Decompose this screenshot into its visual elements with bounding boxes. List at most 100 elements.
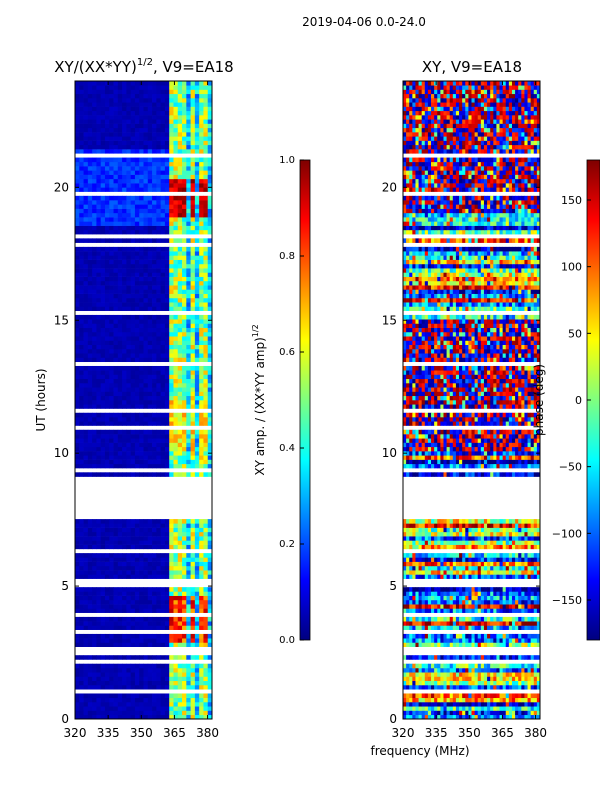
amplitude-cell <box>130 527 136 533</box>
phase-cell <box>533 706 538 711</box>
phase-cell <box>530 706 535 711</box>
amplitude-cell <box>134 412 140 418</box>
amplitude-cell <box>182 259 187 265</box>
amplitude-cell <box>156 536 162 541</box>
amplitude-cell <box>190 149 196 154</box>
amplitude-cell <box>92 429 97 435</box>
amplitude-cell <box>147 404 153 409</box>
amplitude-cell <box>190 701 196 707</box>
amplitude-cell <box>87 157 93 163</box>
amplitude-cell <box>182 693 187 699</box>
amplitude-cell <box>75 200 80 205</box>
amplitude-cell <box>126 285 132 290</box>
amplitude-cell <box>194 710 200 716</box>
amplitude-cell <box>194 302 200 307</box>
amplitude-cell <box>199 187 204 192</box>
amplitude-cell <box>143 463 149 469</box>
amplitude-cell <box>134 595 140 601</box>
amplitude-cell <box>79 655 84 660</box>
amplitude-cell <box>177 710 183 716</box>
amplitude-cell <box>83 123 89 129</box>
phase-cell <box>437 621 441 626</box>
amplitude-cell <box>147 642 153 647</box>
phase-cell <box>490 714 494 720</box>
amplitude-cell <box>164 544 170 550</box>
phase-cell <box>449 706 454 711</box>
amplitude-cell <box>147 519 153 524</box>
amplitude-cell <box>122 272 127 277</box>
phase-cell <box>490 599 494 605</box>
amplitude-cell <box>79 391 84 397</box>
amplitude-cell <box>87 127 93 133</box>
phase-cell <box>474 706 479 711</box>
amplitude-cell <box>92 340 97 345</box>
amplitude-cell <box>126 85 132 90</box>
amplitude-cell <box>92 684 97 690</box>
amplitude-cell <box>203 149 209 154</box>
amplitude-cell <box>152 340 157 345</box>
amplitude-cell <box>113 221 119 226</box>
phase-cell <box>511 710 516 716</box>
amplitude-cell <box>186 348 191 354</box>
amplitude-cell <box>104 221 110 226</box>
amplitude-cell <box>96 314 102 320</box>
amplitude-cell <box>182 706 187 711</box>
amplitude-cell <box>122 472 127 477</box>
phase-cell <box>493 697 497 703</box>
amplitude-cell <box>199 221 204 226</box>
amplitude-cell <box>126 106 132 112</box>
amplitude-cell <box>117 442 123 448</box>
phase-cell <box>468 616 472 622</box>
phase-cell <box>437 608 441 613</box>
amplitude-cell <box>130 357 136 363</box>
phase-cell <box>403 604 407 609</box>
amplitude-cell <box>96 174 102 180</box>
amplitude-cell <box>190 327 196 333</box>
amplitude-cell <box>130 110 136 116</box>
phase-cell <box>421 663 426 669</box>
amplitude-cell <box>156 412 162 418</box>
amplitude-cell <box>87 370 93 375</box>
phase-cell <box>409 633 413 639</box>
amplitude-cell <box>96 680 102 686</box>
amplitude-cell <box>147 706 153 711</box>
phase-cell <box>446 599 451 605</box>
amplitude-cell <box>164 323 170 328</box>
phase-cell <box>418 604 423 609</box>
amplitude-cell <box>104 251 110 256</box>
amplitude-cell <box>194 272 200 277</box>
phase-cell <box>515 638 519 643</box>
amplitude-cell <box>122 255 127 260</box>
amplitude-cell <box>186 459 191 465</box>
amplitude-cell <box>83 314 89 320</box>
amplitude-cell <box>134 706 140 711</box>
amplitude-cell <box>139 684 144 690</box>
amplitude-cell <box>164 85 170 90</box>
amplitude-cell <box>83 523 89 528</box>
amplitude-cell <box>126 531 132 537</box>
amplitude-cell <box>207 701 213 707</box>
amplitude-cell <box>104 540 110 545</box>
phase-cell <box>480 608 485 613</box>
amplitude-cell <box>173 701 179 707</box>
amplitude-cell <box>122 246 127 252</box>
amplitude-cell <box>152 166 157 171</box>
amplitude-cell <box>207 527 213 533</box>
phase-cell <box>449 621 454 626</box>
amplitude-cell <box>199 387 204 392</box>
amplitude-cell <box>75 429 80 435</box>
amplitude-cell <box>160 157 166 163</box>
phase-cell <box>462 599 466 605</box>
phase-cell <box>434 680 438 686</box>
amplitude-cell <box>139 297 144 303</box>
phase-cell <box>487 616 491 622</box>
amplitude-cell <box>92 633 97 639</box>
amplitude-cell <box>194 200 200 205</box>
amplitude-cell <box>190 93 196 99</box>
amplitude-cell <box>207 663 213 669</box>
amplitude-cell <box>83 178 89 184</box>
phase-cell <box>515 655 519 660</box>
amplitude-cell <box>207 442 213 448</box>
amplitude-cell <box>177 663 183 669</box>
amplitude-cell <box>199 663 204 669</box>
